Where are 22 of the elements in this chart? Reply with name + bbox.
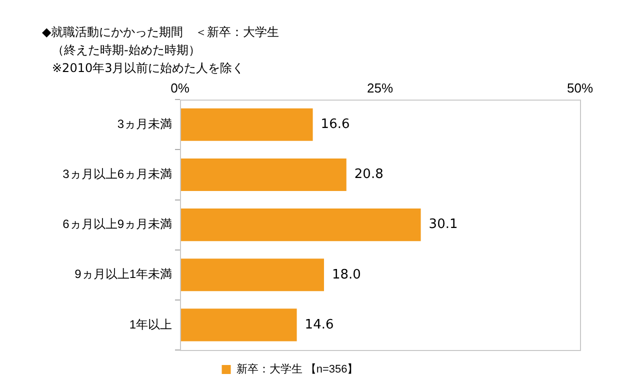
y-tick-label: 1年以上 <box>129 317 172 332</box>
data-label: 14.6 <box>304 317 334 332</box>
data-label: 18.0 <box>332 267 361 282</box>
chart-subtitle: （終えた時期-始めた時期） <box>52 42 200 59</box>
bar <box>180 158 346 191</box>
data-label: 30.1 <box>428 217 458 232</box>
bar <box>180 208 421 242</box>
y-tick-label: 3ヵ月未満 <box>117 116 172 131</box>
data-label: 16.6 <box>320 117 350 132</box>
bar <box>180 108 313 141</box>
y-tick-label: 9ヵ月以上1年未満 <box>74 267 172 282</box>
bar <box>180 308 297 342</box>
bar <box>180 258 324 292</box>
x-tick-label: 25% <box>366 80 394 96</box>
x-tick-label: 50% <box>566 80 594 96</box>
data-label: 20.8 <box>354 167 384 182</box>
legend-label: 新卒：大学生 【n=356】 <box>236 362 358 376</box>
chart-title: ◆就職活動にかかった期間 ＜新卒：大学生 <box>42 24 280 41</box>
text: ※2010年3月以前に始めた人を除く <box>52 60 244 77</box>
y-tick-label: 3ヵ月以上6ヵ月未満 <box>62 167 172 182</box>
x-tick-label: 0% <box>170 80 190 96</box>
y-tick-label: 6ヵ月以上9ヵ月未満 <box>62 217 172 232</box>
